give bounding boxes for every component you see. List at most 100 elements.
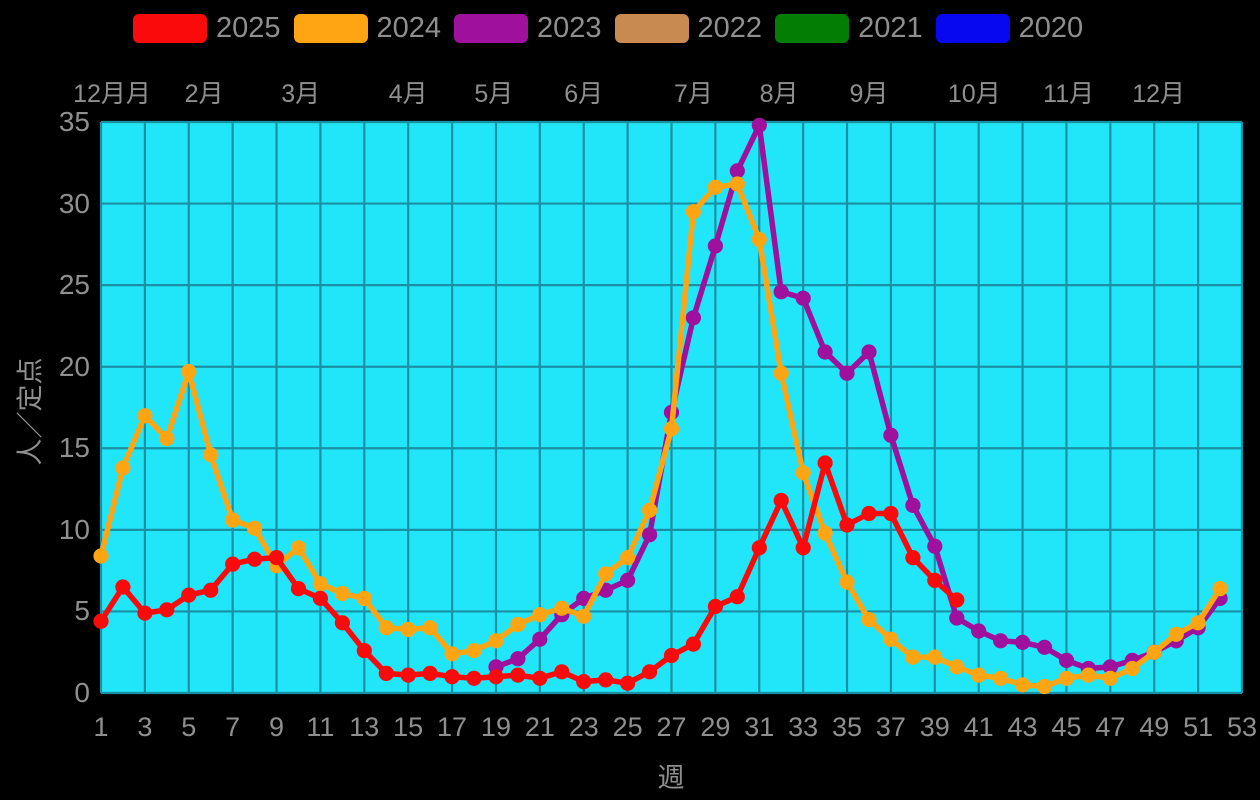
data-point-2025 <box>181 587 197 603</box>
data-point-2024 <box>159 430 175 447</box>
data-point-2023 <box>642 527 658 543</box>
data-point-2023 <box>773 284 789 300</box>
data-point-2025 <box>576 674 592 690</box>
month-label: 9月 <box>849 80 889 108</box>
data-point-2025 <box>488 669 504 685</box>
plot-area <box>93 117 1244 695</box>
legend-label: 2021 <box>858 12 923 44</box>
data-point-2024 <box>1212 581 1228 597</box>
y-tick-label: 0 <box>74 677 90 708</box>
data-point-2025 <box>225 556 241 572</box>
y-tick-label: 10 <box>58 513 90 545</box>
data-point-2023 <box>751 117 767 133</box>
x-tick-label: 39 <box>919 712 950 742</box>
data-point-2024 <box>225 512 241 528</box>
data-point-2025 <box>422 665 438 682</box>
data-point-2023 <box>971 623 987 639</box>
data-point-2024 <box>1036 678 1053 695</box>
x-tick-label: 15 <box>393 712 424 742</box>
data-point-2025 <box>554 664 570 680</box>
data-point-2025 <box>159 602 175 618</box>
data-point-2024 <box>1146 644 1162 660</box>
month-label: 4月 <box>388 80 428 108</box>
month-label: 8月 <box>759 80 799 108</box>
month-label: 12月月 <box>73 80 151 108</box>
data-point-2024 <box>707 179 724 195</box>
data-point-2025 <box>115 579 131 595</box>
legend-item-2020: 2020 <box>935 12 1084 44</box>
data-point-2024 <box>532 607 548 623</box>
x-tick-label: 31 <box>744 712 775 742</box>
series-line-2024 <box>98 181 1223 690</box>
data-point-2023 <box>993 633 1009 649</box>
data-point-2024 <box>598 566 614 582</box>
data-point-2024 <box>378 620 394 636</box>
legend-label: 2025 <box>216 12 281 44</box>
x-axis-title: 週 <box>657 763 685 793</box>
data-point-2023 <box>949 610 965 626</box>
data-point-2025 <box>707 598 724 615</box>
legend-label: 2020 <box>1018 12 1084 44</box>
x-tick-label: 13 <box>349 712 380 742</box>
data-point-2024 <box>1124 660 1140 677</box>
data-point-2025 <box>598 672 614 688</box>
y-tick-label: 15 <box>58 432 90 464</box>
data-point-2025 <box>642 664 658 680</box>
x-tick-label: 49 <box>1139 712 1170 742</box>
data-point-2023 <box>1036 639 1053 655</box>
x-tick-label: 53 <box>1226 712 1258 742</box>
data-point-2024 <box>312 576 328 592</box>
data-point-2025 <box>751 540 767 556</box>
y-axis-title: 人／定点 <box>15 357 46 466</box>
x-tick-label: 25 <box>612 712 643 742</box>
data-point-2023 <box>707 238 724 254</box>
data-point-2024 <box>971 667 987 683</box>
data-point-2025 <box>247 551 263 567</box>
data-point-2023 <box>510 651 526 667</box>
month-label: 2月 <box>184 80 224 108</box>
data-point-2025 <box>378 665 394 682</box>
legend-swatch-2023 <box>454 14 529 43</box>
data-point-2025 <box>356 643 372 659</box>
data-point-2024 <box>1058 670 1075 686</box>
data-point-2024 <box>400 621 416 637</box>
x-tick-label: 5 <box>181 712 197 742</box>
data-point-2024 <box>1015 677 1031 693</box>
data-point-2025 <box>312 590 328 606</box>
data-point-2024 <box>422 620 438 636</box>
legend-swatch-2025 <box>133 14 207 43</box>
legend-label: 2022 <box>697 12 763 44</box>
data-point-2024 <box>115 460 131 476</box>
data-point-2023 <box>861 344 877 360</box>
data-point-2023 <box>1015 634 1031 651</box>
data-point-2024 <box>356 590 372 606</box>
data-point-2025 <box>620 675 636 691</box>
data-point-2025 <box>949 592 965 608</box>
data-point-2024 <box>883 631 899 647</box>
data-point-2023 <box>817 344 833 360</box>
data-point-2024 <box>861 612 877 628</box>
month-label: 10月 <box>947 80 1001 108</box>
month-label: 6月 <box>564 80 604 108</box>
data-point-2024 <box>949 659 965 675</box>
y-tick-label: 25 <box>58 269 90 301</box>
legend-swatch-2020 <box>935 14 1010 43</box>
x-tick-label: 9 <box>269 712 285 742</box>
data-point-2023 <box>927 538 943 554</box>
x-tick-label: 1 <box>93 712 109 742</box>
data-point-2024 <box>510 616 526 633</box>
data-point-2025 <box>773 492 789 509</box>
x-tick-label: 19 <box>480 712 511 742</box>
data-point-2024 <box>993 670 1009 686</box>
data-point-2025 <box>883 505 899 522</box>
data-point-2024 <box>466 643 482 659</box>
month-label: 3月 <box>281 80 321 108</box>
x-tick-label: 35 <box>832 712 863 742</box>
data-point-2025 <box>400 667 416 683</box>
data-point-2025 <box>268 550 285 566</box>
data-point-2025 <box>795 540 811 556</box>
data-point-2024 <box>1190 615 1206 631</box>
data-point-2025 <box>861 505 877 522</box>
data-point-2024 <box>1168 626 1184 642</box>
legend-item-2025: 2025 <box>133 14 281 43</box>
